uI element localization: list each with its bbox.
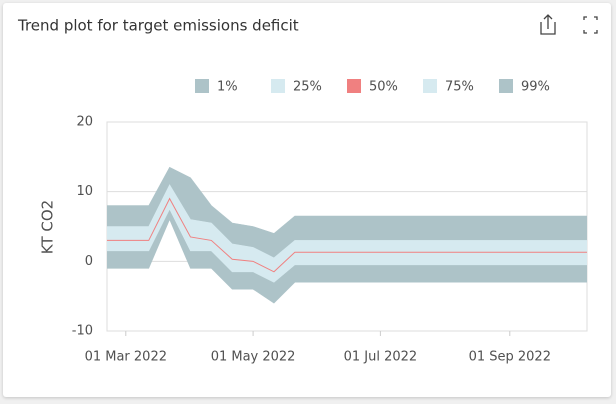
chart-title: Trend plot for target emissions deficit	[17, 17, 299, 35]
legend-swatch	[195, 79, 209, 93]
share-arrow	[543, 14, 553, 29]
quantile-line	[107, 166, 587, 234]
quantile-line	[107, 208, 587, 283]
y-tick-label: 20	[76, 115, 93, 130]
quantile-line	[107, 197, 587, 273]
legend-swatch	[499, 79, 513, 93]
legend-label: 99%	[521, 80, 550, 95]
y-tick-label: -10	[72, 324, 93, 339]
x-tick-label: 01 Jul 2022	[344, 350, 418, 365]
legend-swatch	[347, 79, 361, 93]
expand-icon[interactable]	[583, 16, 598, 34]
legend-swatch	[423, 79, 437, 93]
legend-label: 25%	[293, 80, 322, 95]
quantile-band	[107, 167, 587, 258]
share-box	[540, 22, 556, 35]
quantile-line	[107, 218, 587, 304]
quantile-band	[107, 198, 587, 283]
legend-label: 75%	[445, 80, 474, 95]
expand-corners	[583, 16, 598, 34]
x-tick-label: 01 Mar 2022	[85, 350, 167, 365]
y-axis-label: KT CO2	[39, 200, 57, 254]
y-tick-label: 10	[76, 184, 93, 199]
quantile-line	[107, 184, 587, 259]
legend-label: 1%	[217, 80, 238, 95]
x-tick-label: 01 May 2022	[211, 350, 296, 365]
share-icon[interactable]	[540, 14, 556, 35]
y-tick-label: 0	[85, 254, 93, 269]
x-tick-label: 01 Sep 2022	[469, 350, 551, 365]
quantile-band	[107, 209, 587, 304]
legend-label: 50%	[369, 80, 398, 95]
quantile-band	[107, 184, 587, 272]
legend-swatch	[271, 79, 285, 93]
